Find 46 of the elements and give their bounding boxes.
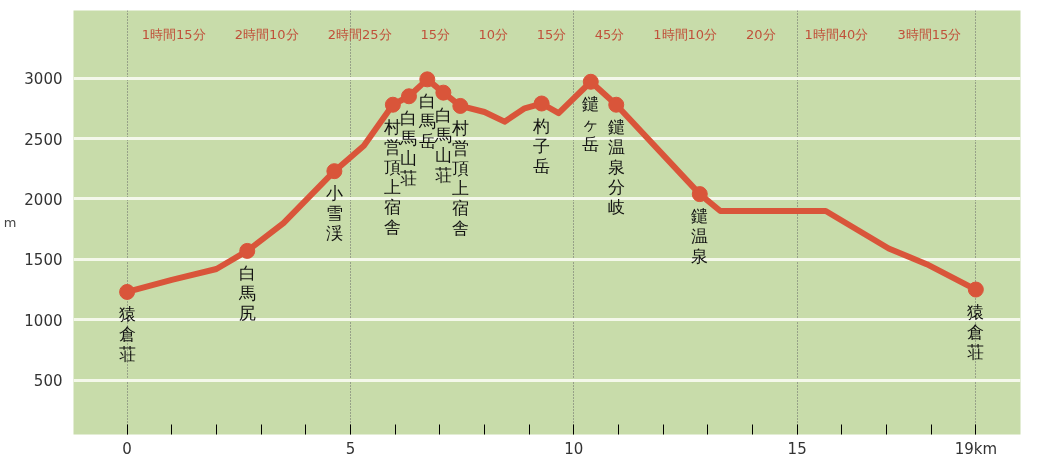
y-tick-label: 3000 xyxy=(24,70,63,89)
annotation: 1時間40分 xyxy=(804,26,869,42)
point xyxy=(967,281,984,298)
y-tick-label: 1500 xyxy=(24,251,63,270)
annotation: 鑓温泉 xyxy=(691,206,709,267)
point xyxy=(326,163,343,180)
y-tick-label: 2500 xyxy=(24,130,63,149)
annotation: 15分 xyxy=(420,26,450,42)
y-tick-label: 2000 xyxy=(24,190,63,209)
annotation: 小雪渓 xyxy=(325,183,343,244)
annotation: 1時間15分 xyxy=(141,26,206,42)
annotation: 2時間25分 xyxy=(327,26,392,42)
annotation: 鑓ヶ岳 xyxy=(582,93,600,154)
x-tick-label: 19km xyxy=(954,439,998,458)
point xyxy=(419,71,436,88)
annotation: 45分 xyxy=(594,26,625,42)
annotation: 白馬尻 xyxy=(237,262,256,323)
annotation: 白馬岳 xyxy=(417,91,436,152)
annotation: 1時間10分 xyxy=(653,26,718,42)
annotation: 杓子岳 xyxy=(532,115,551,176)
point xyxy=(384,96,401,113)
annotation: 鑓温泉分岐 xyxy=(607,116,625,217)
y-axis-title: m xyxy=(3,215,17,230)
annotation: 2時間10分 xyxy=(234,26,299,42)
annotation: 村営頂上宿舎 xyxy=(450,117,469,238)
annotation: 猿倉荘 xyxy=(967,301,985,362)
x-tick-label: 15 xyxy=(787,439,807,458)
annotation: 猿倉荘 xyxy=(118,303,136,364)
x-tick-label: 0 xyxy=(122,439,132,458)
annotation: 20分 xyxy=(745,26,776,42)
point xyxy=(239,242,256,259)
point xyxy=(400,88,417,105)
point xyxy=(533,95,550,112)
point xyxy=(608,96,625,113)
point xyxy=(435,84,452,101)
annotation: 15分 xyxy=(536,26,567,42)
x-tick-label: 5 xyxy=(345,439,356,458)
annotation: 3時間15分 xyxy=(897,26,962,42)
y-tick-label: 1000 xyxy=(24,311,63,330)
annotation: 10分 xyxy=(478,26,509,42)
point xyxy=(119,283,136,300)
x-tick-label: 10 xyxy=(564,439,584,458)
point xyxy=(452,97,469,114)
point xyxy=(691,186,708,203)
point xyxy=(582,73,599,90)
y-tick-label: 500 xyxy=(33,372,63,391)
